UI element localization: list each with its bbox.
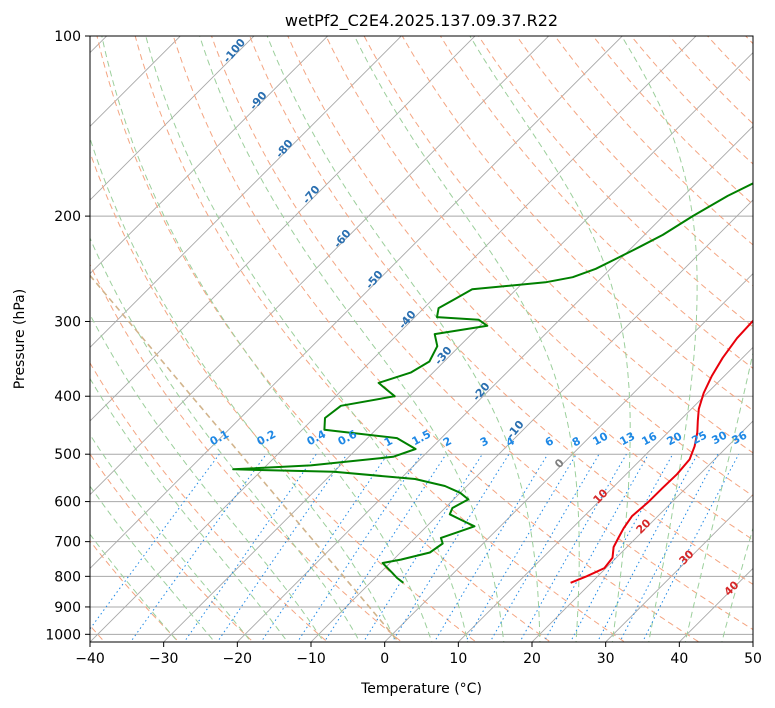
dry-adiabat-line	[172, 36, 700, 642]
isotherm-line	[90, 36, 476, 422]
mixing-ratio-line	[260, 453, 389, 642]
y-axis-label: Pressure (hPa)	[12, 289, 28, 389]
moist-adiabat-line	[90, 313, 325, 642]
mixing-ratio-label: 13	[618, 430, 638, 449]
moist-adiabat-line	[721, 526, 753, 642]
dry-adiabat-line	[249, 36, 753, 585]
isotherm-line	[605, 494, 753, 642]
x-axis-label: Temperature (°C)	[360, 681, 482, 697]
dry-adiabat-line	[325, 36, 753, 497]
isotherm-line	[90, 36, 255, 201]
y-tick-label: 100	[54, 29, 81, 45]
x-axis: −40 −30 −20 −10 0 10 20 30 40 50	[75, 642, 762, 667]
y-tick-label: 500	[54, 447, 81, 463]
moist-adiabat-line	[684, 350, 753, 642]
mixing-ratio-line	[489, 453, 600, 642]
freezing-level-line	[90, 274, 400, 642]
chart-title: wetPf2_C2E4.2025.137.09.37.R22	[285, 11, 558, 31]
mixing-ratio-line	[619, 453, 719, 642]
dry-adiabat-line	[90, 150, 477, 642]
x-tick-label: 10	[449, 651, 467, 667]
dry-adiabat-line	[134, 36, 626, 642]
dry-adiabat-line	[478, 36, 753, 328]
isotherm-line	[90, 36, 697, 642]
moist-adiabat-line	[90, 236, 361, 642]
dry-adiabat-line	[287, 36, 753, 541]
mixing-ratio-line	[362, 453, 483, 642]
x-tick-label: −20	[223, 651, 253, 667]
isotherm-line	[90, 36, 623, 569]
x-tick-label: 30	[597, 651, 615, 667]
moist-adiabat-line	[90, 485, 216, 642]
isotherm-line	[531, 420, 753, 642]
mixing-ratio-label: 36	[730, 428, 750, 447]
dry-adiabat-line	[401, 36, 753, 411]
mixing-ratio-line	[433, 453, 549, 642]
dry-adiabat-line	[90, 362, 329, 642]
dewpoint-line	[232, 182, 753, 584]
mixing-ratio-line	[642, 453, 740, 642]
isotherm-line	[310, 199, 753, 642]
moist-adiabat-line	[145, 36, 469, 642]
plot-frame	[89, 35, 754, 643]
y-tick-label: 600	[54, 495, 81, 511]
x-tick-label: 40	[670, 651, 688, 667]
dry-adiabat-line	[439, 36, 753, 369]
mixing-ratio-line	[391, 453, 510, 642]
x-tick-label: 0	[380, 651, 389, 667]
y-tick-label: 900	[54, 600, 81, 616]
x-tick-label: −30	[149, 651, 179, 667]
isotherm-line	[163, 52, 753, 642]
moist-adiabat-line	[199, 36, 505, 642]
isotherm-line	[90, 36, 329, 275]
y-tick-label: 200	[54, 209, 81, 225]
y-axis: 100 200 300 400 500 600 700 800 900 1000	[45, 29, 90, 643]
profile-lines	[232, 182, 753, 584]
moist-adiabat-line	[90, 433, 252, 642]
mixing-ratio-label: 20	[665, 429, 685, 448]
dry-adiabat-line	[363, 36, 753, 454]
y-tick-label: 1000	[45, 627, 81, 643]
moist-adiabat-line	[353, 36, 580, 642]
mixing-ratio-label: 10	[591, 429, 611, 448]
dry-adiabat-line	[96, 36, 552, 642]
x-tick-label: 20	[523, 651, 541, 667]
moist-adiabat-line	[621, 36, 698, 642]
y-tick-label: 700	[54, 535, 81, 551]
isotherm-line	[384, 273, 753, 642]
y-tick-label: 800	[54, 569, 81, 585]
mixing-ratio-line	[323, 453, 447, 642]
moist-adiabat-line	[90, 377, 289, 642]
mixing-ratio-label: 16	[640, 429, 660, 448]
x-tick-label: −10	[296, 651, 326, 667]
y-tick-label: 400	[54, 389, 81, 405]
background-lines	[90, 36, 753, 642]
mixing-ratio-line	[296, 453, 422, 642]
mixing-ratio-line	[216, 453, 348, 642]
moist-adiabat-line	[266, 36, 541, 642]
mixing-ratio-line	[90, 453, 220, 630]
temperature-line	[570, 319, 753, 584]
mixing-ratio-label: 30	[710, 428, 730, 447]
x-tick-label: 50	[744, 651, 762, 667]
y-tick-label: 300	[54, 314, 81, 330]
moist-adiabat-line	[101, 36, 433, 642]
x-tick-label: −40	[75, 651, 105, 667]
dry-adiabat-line	[90, 453, 254, 642]
mixing-ratio-label: 25	[690, 429, 710, 448]
isotherm-line	[90, 36, 550, 496]
moist-adiabat-line	[469, 36, 631, 642]
isotherm-line	[90, 36, 402, 348]
moist-adiabat-line	[90, 136, 397, 642]
mixing-ratio-line	[464, 453, 577, 642]
dry-adiabat-line	[210, 36, 753, 631]
mixing-ratio-line	[519, 453, 627, 642]
